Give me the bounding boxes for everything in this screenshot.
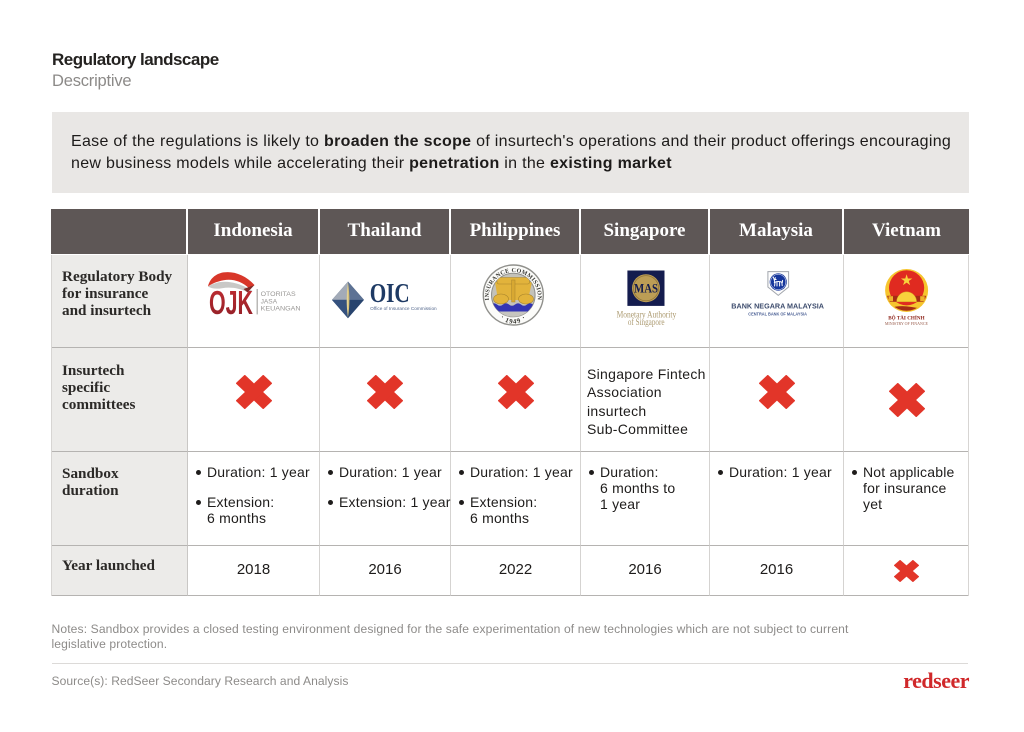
svg-text:KEUANGAN: KEUANGAN [261, 305, 301, 312]
svg-text:MINISTRY OF FINANCE: MINISTRY OF FINANCE [885, 322, 929, 326]
svg-text:OTORITAS: OTORITAS [261, 291, 296, 298]
svg-text:MAS: MAS [634, 282, 658, 296]
svg-text:of Singapore: of Singapore [628, 317, 665, 327]
svg-text:Office of Insurance Commission: Office of Insurance Commission [370, 306, 437, 311]
svg-text:OIC: OIC [370, 277, 410, 308]
svg-text:OJK: OJK [209, 284, 253, 321]
svg-text:· 1949 ·: · 1949 · [499, 314, 528, 326]
svg-text:CENTRAL BANK OF MALAYSIA: CENTRAL BANK OF MALAYSIA [748, 312, 807, 317]
svg-text:BANK NEGARA MALAYSIA: BANK NEGARA MALAYSIA [731, 301, 824, 310]
svg-text:Monetary Authority: Monetary Authority [617, 309, 677, 319]
svg-text:JASA: JASA [261, 298, 278, 305]
svg-text:BỘ TÀI CHÍNH: BỘ TÀI CHÍNH [888, 314, 925, 322]
